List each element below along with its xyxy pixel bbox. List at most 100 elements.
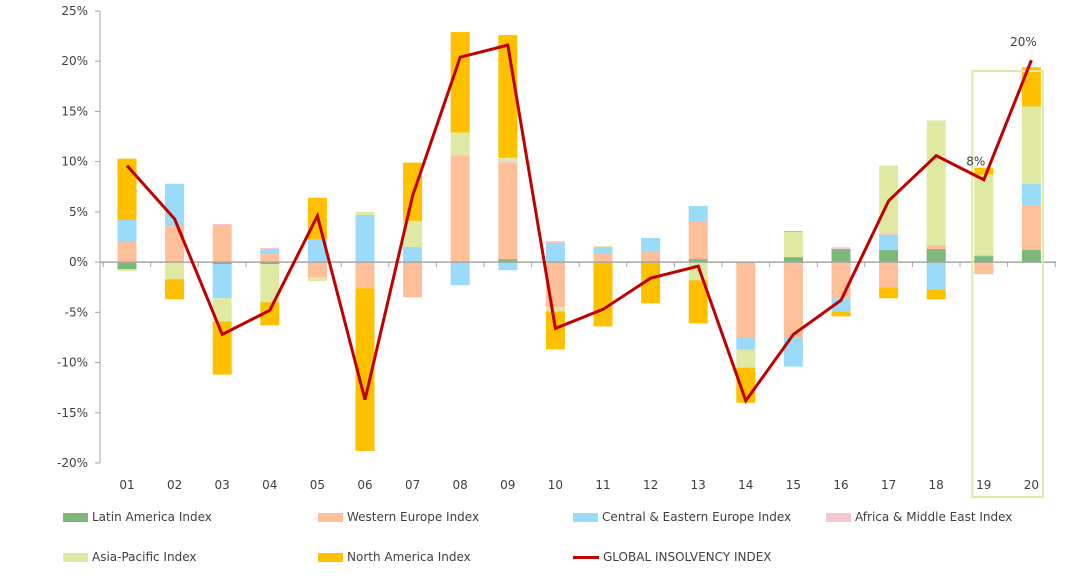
legend-swatch-asia-pacific bbox=[63, 552, 88, 562]
x-tick-label: 17 bbox=[881, 478, 896, 492]
legend-swatch-cee bbox=[573, 512, 598, 522]
y-tick-label: -20% bbox=[57, 456, 88, 470]
y-tick-label: -5% bbox=[65, 305, 88, 319]
bar-north-america-index-16 bbox=[831, 311, 851, 317]
legend-swatch-global-index bbox=[573, 555, 599, 559]
bar-western-europe-index-17 bbox=[879, 262, 899, 288]
bar-north-america-index-13 bbox=[688, 280, 708, 324]
y-tick-label: 10% bbox=[61, 155, 88, 169]
legend-global-index: GLOBAL INSOLVENCY INDEX bbox=[573, 550, 772, 564]
bar-north-america-index-08 bbox=[450, 32, 470, 133]
bar-asia-pacific-index-09 bbox=[498, 157, 518, 161]
x-tick-label: 09 bbox=[500, 478, 515, 492]
data-label-20: 20% bbox=[1010, 35, 1037, 49]
bar-asia-pacific-index-20 bbox=[1021, 106, 1041, 183]
bar-latin-america-index-03 bbox=[212, 262, 232, 265]
bar-western-europe-index-19 bbox=[974, 262, 994, 275]
bar-western-europe-index-07 bbox=[403, 262, 423, 298]
bar-central-eastern-europe-index-15 bbox=[783, 337, 803, 367]
y-tick-label: 15% bbox=[61, 104, 88, 118]
global-insolvency-line bbox=[125, 43, 1033, 404]
bar-north-america-index-18 bbox=[926, 289, 946, 300]
bar-north-america-index-19 bbox=[974, 167, 994, 175]
legend-swatch-north-america bbox=[318, 552, 343, 562]
bar-western-europe-index-20 bbox=[1021, 204, 1041, 251]
bar-western-europe-index-06 bbox=[355, 262, 375, 289]
bar-central-eastern-europe-index-17 bbox=[879, 234, 899, 251]
bar-central-eastern-europe-index-04 bbox=[260, 249, 280, 255]
y-tick-label: 5% bbox=[69, 205, 88, 219]
bar-western-europe-index-15 bbox=[783, 262, 803, 338]
x-tick-label: 10 bbox=[548, 478, 563, 492]
legend-swatch-western-europe bbox=[318, 512, 343, 522]
x-tick-label: 16 bbox=[833, 478, 848, 492]
bar-latin-america-index-19 bbox=[974, 256, 994, 263]
x-tick-label: 07 bbox=[405, 478, 420, 492]
bar-central-eastern-europe-index-08 bbox=[450, 262, 470, 286]
legend-swatch-latin-america bbox=[63, 512, 88, 522]
bar-central-eastern-europe-index-05 bbox=[307, 239, 327, 263]
bar-central-eastern-europe-index-14 bbox=[736, 337, 756, 350]
x-tick-label: 02 bbox=[167, 478, 182, 492]
bar-africa-middle-east-index-05 bbox=[307, 277, 327, 279]
x-tick-label: 06 bbox=[357, 478, 372, 492]
legend-cee: Central & Eastern Europe Index bbox=[573, 510, 791, 524]
bar-north-america-index-12 bbox=[641, 262, 661, 304]
bar-western-europe-index-18 bbox=[926, 245, 946, 250]
legend-asia-pacific: Asia-Pacific Index bbox=[63, 550, 196, 564]
bar-western-europe-index-08 bbox=[450, 155, 470, 263]
legend-north-america: North America Index bbox=[318, 550, 471, 564]
highlight-box bbox=[971, 70, 1044, 498]
bar-central-eastern-europe-index-06 bbox=[355, 214, 375, 263]
legend-label-cee: Central & Eastern Europe Index bbox=[602, 510, 792, 524]
x-tick-label: 13 bbox=[691, 478, 706, 492]
legend-swatch-africa-middle-east bbox=[826, 512, 851, 522]
bar-north-america-index-11 bbox=[593, 262, 613, 327]
bar-africa-middle-east-index-03 bbox=[212, 223, 232, 225]
bar-north-america-index-04 bbox=[260, 302, 280, 326]
bar-north-america-index-03 bbox=[212, 321, 232, 375]
bar-north-america-index-15 bbox=[783, 230, 803, 232]
bar-western-europe-index-09 bbox=[498, 162, 518, 260]
bar-asia-pacific-index-19 bbox=[974, 174, 994, 256]
bar-central-eastern-europe-index-19 bbox=[974, 255, 994, 257]
bar-latin-america-index-09 bbox=[498, 259, 518, 263]
bar-latin-america-index-04 bbox=[260, 262, 280, 265]
bar-asia-pacific-index-14 bbox=[736, 349, 756, 368]
legend-label-global-index: GLOBAL INSOLVENCY INDEX bbox=[603, 550, 772, 564]
bar-latin-america-index-15 bbox=[783, 257, 803, 263]
x-tick-label: 15 bbox=[786, 478, 801, 492]
y-tick-label: 25% bbox=[61, 4, 88, 18]
bar-central-eastern-europe-index-18 bbox=[926, 262, 946, 290]
bar-western-europe-index-12 bbox=[641, 252, 661, 262]
bar-asia-pacific-index-11 bbox=[593, 246, 613, 248]
x-tick-label: 01 bbox=[119, 478, 134, 492]
bar-central-eastern-europe-index-03 bbox=[212, 264, 232, 299]
bar-asia-pacific-index-07 bbox=[403, 220, 423, 248]
bar-latin-america-index-01 bbox=[117, 262, 137, 270]
bar-central-eastern-europe-index-13 bbox=[688, 205, 708, 222]
x-tick-label: 18 bbox=[929, 478, 944, 492]
bar-africa-middle-east-index-20 bbox=[1021, 182, 1041, 184]
bar-latin-america-index-20 bbox=[1021, 250, 1041, 263]
bar-central-eastern-europe-index-12 bbox=[641, 238, 661, 253]
bar-asia-pacific-index-01 bbox=[117, 269, 137, 272]
bar-latin-america-index-16 bbox=[831, 249, 851, 263]
y-tick-label: 0% bbox=[69, 255, 88, 269]
legend-label-western-europe: Western Europe Index bbox=[347, 510, 480, 524]
bar-asia-pacific-index-10 bbox=[545, 307, 565, 312]
bar-central-eastern-europe-index-09 bbox=[498, 262, 518, 271]
bar-central-eastern-europe-index-16 bbox=[831, 298, 851, 312]
bar-central-eastern-europe-index-10 bbox=[545, 243, 565, 263]
bar-central-eastern-europe-index-20 bbox=[1021, 183, 1041, 205]
bar-western-europe-index-11 bbox=[593, 254, 613, 263]
bar-asia-pacific-index-06 bbox=[355, 211, 375, 215]
bar-western-europe-index-05 bbox=[307, 262, 327, 278]
bar-western-europe-index-14 bbox=[736, 262, 756, 338]
bar-africa-middle-east-index-10 bbox=[545, 241, 565, 244]
x-tick-label: 08 bbox=[453, 478, 468, 492]
bar-asia-pacific-index-05 bbox=[307, 278, 327, 282]
legend-label-africa-middle-east: Africa & Middle East Index bbox=[855, 510, 1013, 524]
y-tick-label: -10% bbox=[57, 356, 88, 370]
bar-asia-pacific-index-03 bbox=[212, 298, 232, 322]
